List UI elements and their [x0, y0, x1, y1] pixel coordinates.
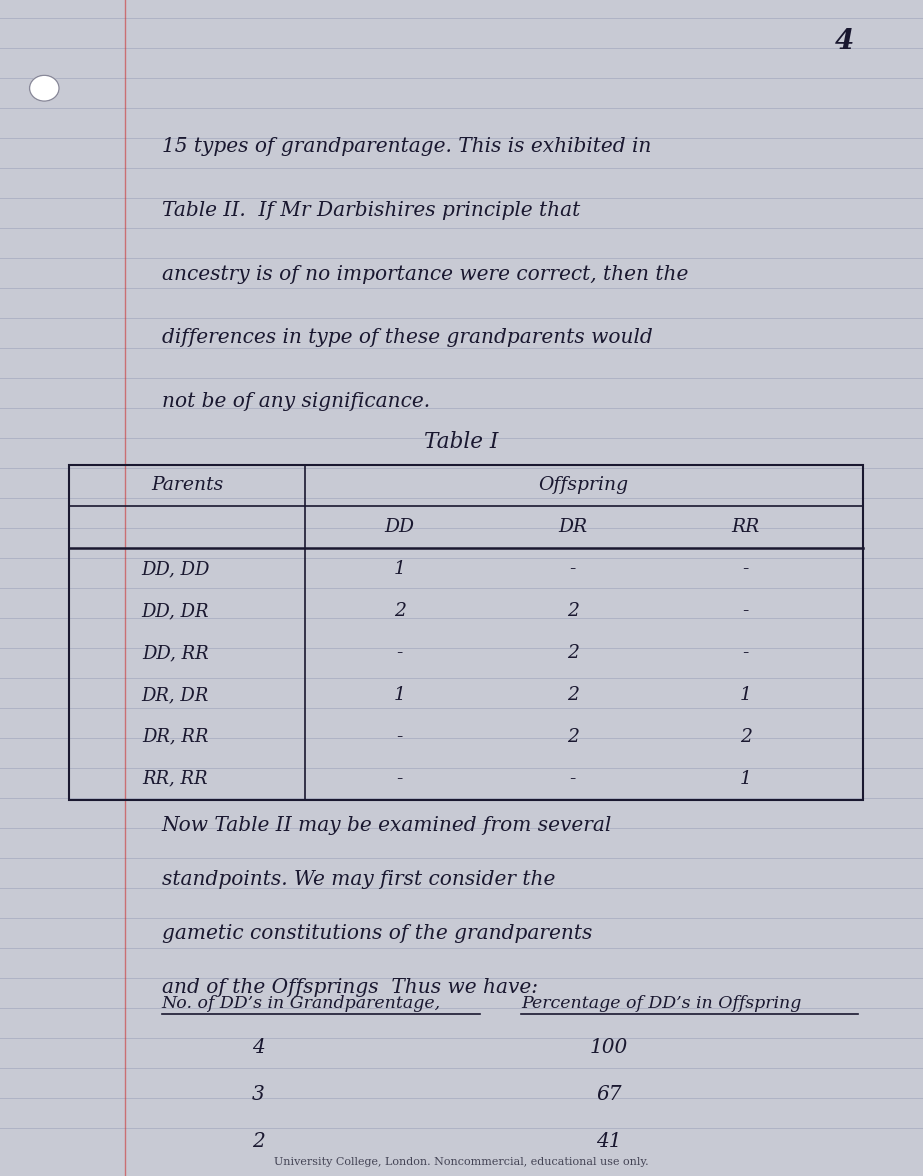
- Text: Table II.  If Mr Darbishires principle that: Table II. If Mr Darbishires principle th…: [162, 201, 580, 220]
- Text: 2: 2: [252, 1132, 265, 1151]
- Bar: [69, 465, 863, 800]
- Text: University College, London. Noncommercial, educational use only.: University College, London. Noncommercia…: [274, 1157, 649, 1167]
- Text: Offspring: Offspring: [539, 476, 629, 494]
- Text: ancestry is of no importance were correct, then the: ancestry is of no importance were correc…: [162, 265, 688, 283]
- Text: DR, DR: DR, DR: [142, 686, 209, 704]
- Text: DR: DR: [558, 519, 587, 536]
- Text: standpoints. We may first consider the: standpoints. We may first consider the: [162, 870, 555, 889]
- Text: 1: 1: [393, 686, 405, 704]
- Text: 2: 2: [567, 602, 579, 620]
- Text: 100: 100: [590, 1038, 629, 1057]
- Text: DD, RR: DD, RR: [142, 644, 209, 662]
- Text: Table I: Table I: [425, 432, 498, 453]
- Text: Percentage of DD’s in Offspring: Percentage of DD’s in Offspring: [521, 995, 802, 1011]
- Text: -: -: [396, 644, 402, 662]
- Text: -: -: [742, 560, 749, 579]
- Text: 67: 67: [596, 1085, 622, 1104]
- Text: 1: 1: [393, 560, 405, 579]
- Text: DR, RR: DR, RR: [142, 728, 209, 746]
- Text: Parents: Parents: [150, 476, 223, 494]
- Text: -: -: [742, 602, 749, 620]
- Text: 3: 3: [252, 1085, 265, 1104]
- Text: Now Table II may be examined from several: Now Table II may be examined from severa…: [162, 816, 612, 835]
- Text: 4: 4: [835, 28, 854, 54]
- Text: 1: 1: [740, 770, 751, 788]
- Ellipse shape: [30, 75, 59, 101]
- Text: 2: 2: [567, 686, 579, 704]
- Text: 4: 4: [252, 1038, 265, 1057]
- Text: not be of any significance.: not be of any significance.: [162, 392, 429, 410]
- Text: 2: 2: [567, 728, 579, 746]
- Text: No. of DD’s in Grandparentage,: No. of DD’s in Grandparentage,: [162, 995, 440, 1011]
- Text: 41: 41: [596, 1132, 622, 1151]
- Text: RR: RR: [732, 519, 760, 536]
- Text: -: -: [569, 770, 576, 788]
- Text: differences in type of these grandparents would: differences in type of these grandparent…: [162, 328, 653, 347]
- Text: -: -: [396, 770, 402, 788]
- Text: gametic constitutions of the grandparents: gametic constitutions of the grandparent…: [162, 924, 592, 943]
- Text: DD, DR: DD, DR: [141, 602, 210, 620]
- Text: 1: 1: [740, 686, 751, 704]
- Text: RR, RR: RR, RR: [143, 770, 208, 788]
- Text: 2: 2: [740, 728, 751, 746]
- Text: and of the Offsprings  Thus we have:: and of the Offsprings Thus we have:: [162, 978, 537, 997]
- Text: 15 types of grandparentage. This is exhibited in: 15 types of grandparentage. This is exhi…: [162, 138, 651, 156]
- Text: DD, DD: DD, DD: [141, 560, 210, 579]
- Text: DD: DD: [385, 519, 414, 536]
- Text: -: -: [396, 728, 402, 746]
- Text: 2: 2: [567, 644, 579, 662]
- Text: 2: 2: [393, 602, 405, 620]
- Text: -: -: [569, 560, 576, 579]
- Text: -: -: [742, 644, 749, 662]
